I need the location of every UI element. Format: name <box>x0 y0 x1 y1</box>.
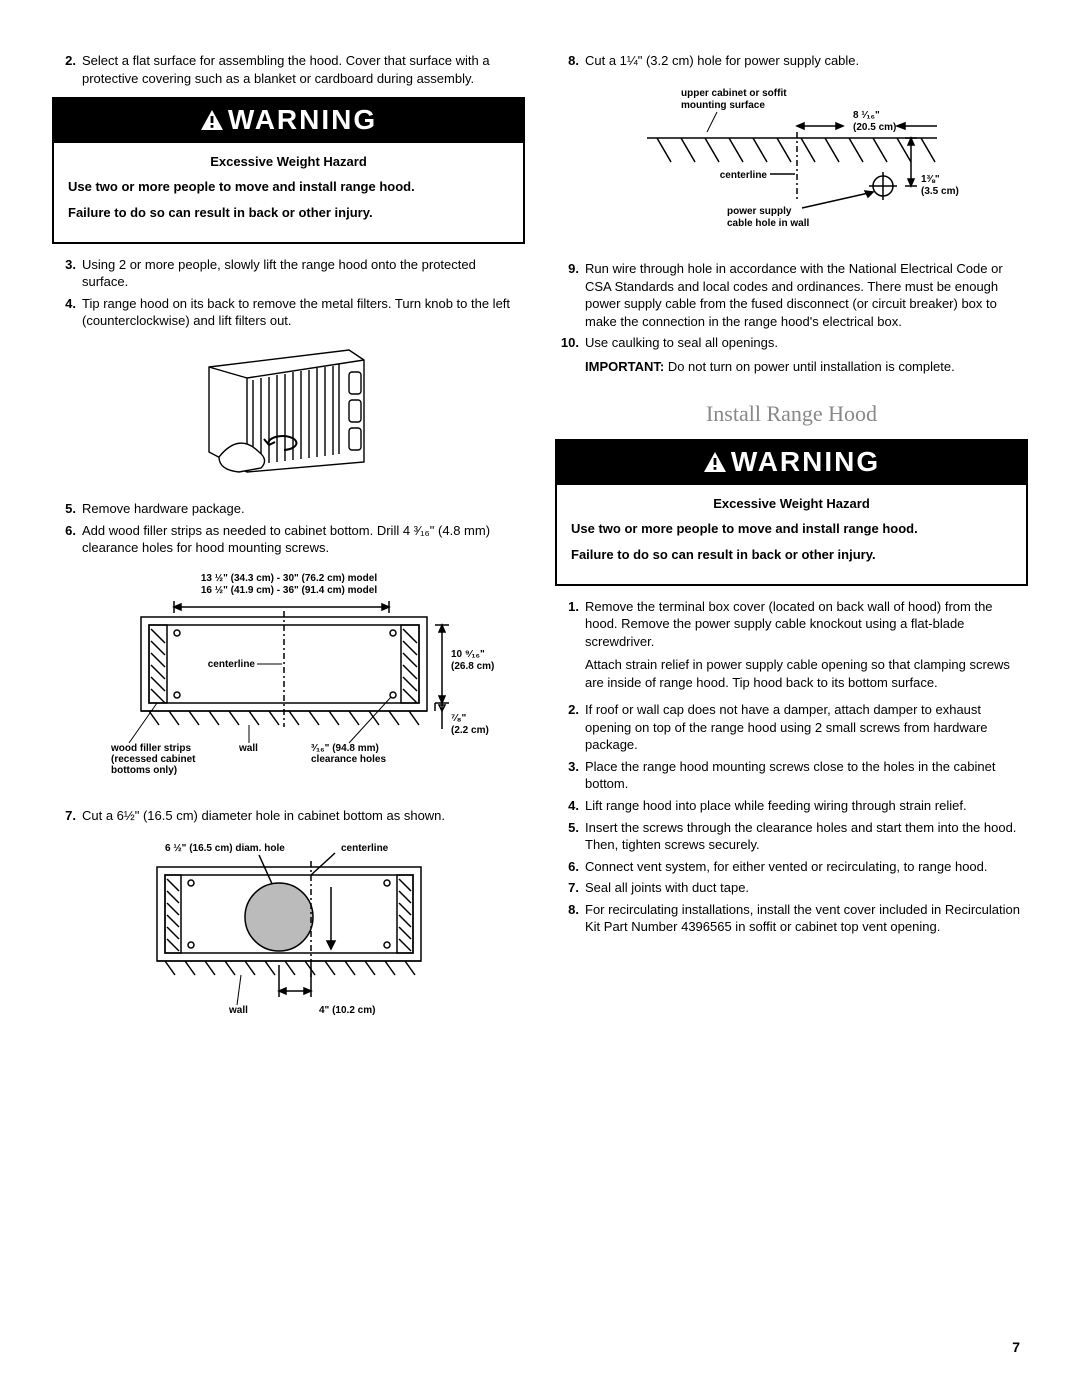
fig2-top2: 16 ½" (41.9 cm) - 36" (91.4 cm) model <box>200 585 376 596</box>
fig2-top1: 13 ½" (34.3 cm) - 30" (76.2 cm) model <box>200 573 376 584</box>
fig3-wall: wall <box>228 1005 248 1016</box>
figure-cabinet-circle: 6 ½" (16.5 cm) diam. hole centerline <box>52 837 525 1032</box>
fig4-dimy: 1⅜" <box>921 174 940 185</box>
step-num: 2. <box>52 52 82 87</box>
step-num: 3. <box>52 256 82 291</box>
svg-text:bottoms only): bottoms only) <box>111 765 177 776</box>
left-steps-b: 3.Using 2 or more people, slowly lift th… <box>52 256 525 330</box>
step-num: 8. <box>555 52 585 70</box>
warning-icon <box>703 451 727 473</box>
right-steps-a: 8.Cut a 1¼" (3.2 cm) hole for power supp… <box>555 52 1028 70</box>
fig3-centerline: centerline <box>341 843 389 854</box>
step-text: Cut a 1¼" (3.2 cm) hole for power supply… <box>585 52 1028 70</box>
warning-title: WARNING <box>228 104 377 135</box>
step-text: Connect vent system, for either vented o… <box>585 858 1028 876</box>
fig3-hole: 6 ½" (16.5 cm) diam. hole <box>165 843 285 854</box>
svg-text:(recessed cabinet: (recessed cabinet <box>111 754 196 765</box>
step-text: Remove hardware package. <box>82 500 525 518</box>
fig2-wood: wood filler strips <box>110 743 191 754</box>
fig2-centerline: centerline <box>207 659 255 670</box>
important-label: IMPORTANT: <box>585 359 664 374</box>
right-steps-c: 1. Remove the terminal box cover (locate… <box>555 598 1028 936</box>
step-num: 3. <box>555 758 585 793</box>
step-text: Insert the screws through the clearance … <box>585 819 1028 854</box>
step-num: 4. <box>52 295 82 330</box>
fig2-gap2: (2.2 cm) <box>451 725 489 736</box>
hood-filter-diagram <box>189 342 389 482</box>
step-num: 7. <box>52 807 82 825</box>
step-text: Remove the terminal box cover (located o… <box>585 598 1028 698</box>
warning-line2: Failure to do so can result in back or o… <box>571 546 1012 564</box>
warning-title: WARNING <box>731 446 880 477</box>
left-steps-c: 5.Remove hardware package. 6.Add wood fi… <box>52 500 525 557</box>
step-text: Seal all joints with duct tape. <box>585 879 1028 897</box>
fig4-top: upper cabinet or soffit <box>681 88 787 99</box>
step-num: 5. <box>555 819 585 854</box>
warning-line2: Failure to do so can result in back or o… <box>68 204 509 222</box>
step-text: Lift range hood into place while feeding… <box>585 797 1028 815</box>
warning-icon <box>200 109 224 131</box>
warning-line1: Use two or more people to move and insta… <box>68 178 509 196</box>
left-steps-d: 7.Cut a 6½" (16.5 cm) diameter hole in c… <box>52 807 525 825</box>
figure-cabinet-holes: 13 ½" (34.3 cm) - 30" (76.2 cm) model 16… <box>52 569 525 794</box>
step-num: 9. <box>555 260 585 330</box>
warning-box-right: WARNING Excessive Weight Hazard Use two … <box>555 439 1028 585</box>
fig2-dimw: 10 ⁹⁄₁₆" <box>451 649 485 660</box>
left-steps-a: 2.Select a flat surface for assembling t… <box>52 52 525 87</box>
step-text: Tip range hood on its back to remove the… <box>82 295 525 330</box>
cabinet-diagram: 13 ½" (34.3 cm) - 30" (76.2 cm) model 16… <box>79 569 499 789</box>
hazard-text: Excessive Weight Hazard <box>571 495 1012 513</box>
fig4-cable: power supply <box>727 206 792 217</box>
right-column: 8.Cut a 1¼" (3.2 cm) hole for power supp… <box>555 52 1028 1046</box>
step-text: Add wood filler strips as needed to cabi… <box>82 522 525 557</box>
svg-text:mounting surface: mounting surface <box>681 100 765 111</box>
step-text: Using 2 or more people, slowly lift the … <box>82 256 525 291</box>
warning-line1: Use two or more people to move and insta… <box>571 520 1012 538</box>
step-num: 7. <box>555 879 585 897</box>
fig4-dimy2: (3.5 cm) <box>921 186 959 197</box>
fig2-wall: wall <box>238 743 258 754</box>
step-text: For recirculating installations, install… <box>585 901 1028 936</box>
fig4-dimx: 8 ¹⁄₁₆" <box>853 110 880 121</box>
left-column: 2.Select a flat surface for assembling t… <box>52 52 525 1046</box>
step-text: Place the range hood mounting screws clo… <box>585 758 1028 793</box>
hazard-text: Excessive Weight Hazard <box>68 153 509 171</box>
section-title: Install Range Hood <box>555 399 1028 429</box>
step-text: Select a flat surface for assembling the… <box>82 52 525 87</box>
warning-box-left: WARNING Excessive Weight Hazard Use two … <box>52 97 525 243</box>
warning-header: WARNING <box>557 441 1026 485</box>
warning-header: WARNING <box>54 99 523 143</box>
page-number: 7 <box>1012 1338 1020 1357</box>
step-num: 6. <box>555 858 585 876</box>
step-num: 8. <box>555 901 585 936</box>
circle-hole-diagram: 6 ½" (16.5 cm) diam. hole centerline <box>109 837 469 1027</box>
fig3-offset: 4" (10.2 cm) <box>319 1005 375 1016</box>
step-num: 1. <box>555 598 585 698</box>
fig2-dimw2: (26.8 cm) <box>451 661 494 672</box>
wall-hole-diagram: upper cabinet or soffit mounting surface… <box>607 82 977 242</box>
figure-hood-filters <box>52 342 525 487</box>
figure-wall-hole: upper cabinet or soffit mounting surface… <box>555 82 1028 247</box>
step-text: If roof or wall cap does not have a damp… <box>585 701 1028 754</box>
fig4-centerline: centerline <box>719 170 767 181</box>
warning-body: Excessive Weight Hazard Use two or more … <box>54 143 523 242</box>
step-num: 4. <box>555 797 585 815</box>
step-num: 6. <box>52 522 82 557</box>
step-num: 5. <box>52 500 82 518</box>
step-text: Use caulking to seal all openings. IMPOR… <box>585 334 1028 381</box>
important-text: Do not turn on power until installation … <box>664 359 955 374</box>
step-text: Cut a 6½" (16.5 cm) diameter hole in cab… <box>82 807 525 825</box>
warning-body: Excessive Weight Hazard Use two or more … <box>557 485 1026 584</box>
fig4-dimx2: (20.5 cm) <box>853 122 896 133</box>
right-steps-b: 9.Run wire through hole in accordance wi… <box>555 260 1028 381</box>
step-num: 10. <box>555 334 585 381</box>
fig2-holes: ³⁄₁₆" (94.8 mm) <box>311 743 379 754</box>
step-text: Run wire through hole in accordance with… <box>585 260 1028 330</box>
svg-text:cable hole in wall: cable hole in wall <box>727 218 809 229</box>
step-num: 2. <box>555 701 585 754</box>
svg-text:clearance holes: clearance holes <box>311 754 386 765</box>
fig2-gap: ⁷⁄₈" <box>451 713 466 724</box>
